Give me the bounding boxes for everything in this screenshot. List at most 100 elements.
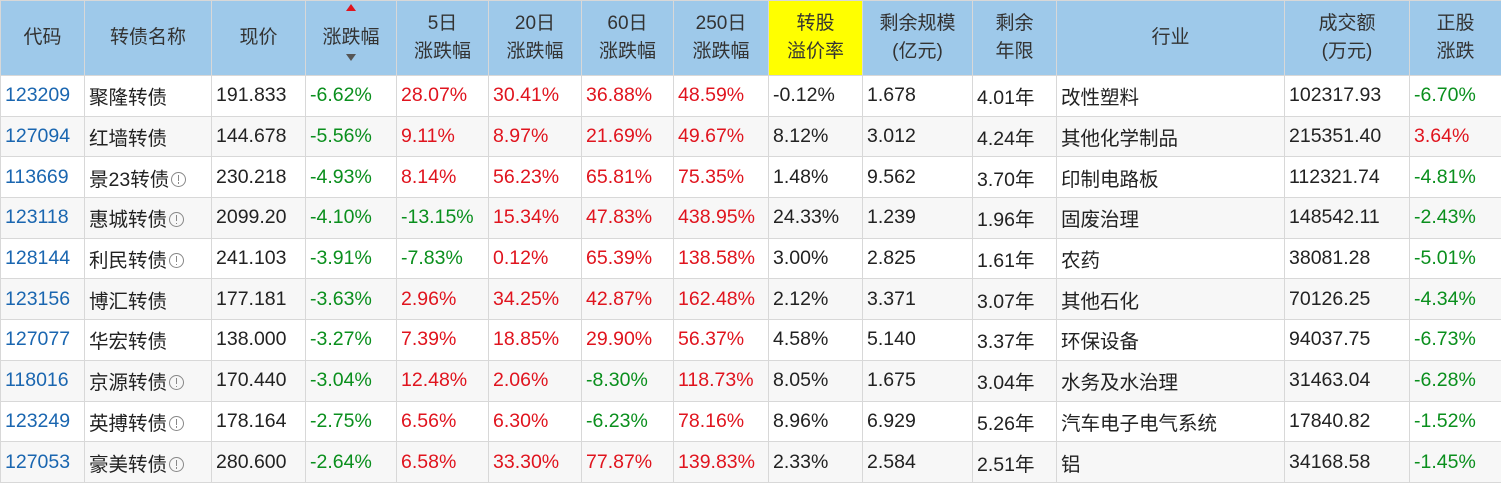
code-value: 128144 <box>5 247 71 270</box>
cell-change: -3.04% <box>305 359 397 402</box>
table-row[interactable]: 123249 英搏转债 178.164 -2.75% 6.56% 6.30% -6.23% 7… <box>0 400 1501 443</box>
header-60d[interactable]: 60日 涨跌幅 <box>581 0 674 76</box>
table-row[interactable]: 128144 利民转债 241.103 -3.91% -7.83% 0.12% 65.39%… <box>0 237 1501 280</box>
header-5d[interactable]: 5日 涨跌幅 <box>396 0 489 76</box>
cell-code[interactable]: 128144 <box>0 237 85 280</box>
cell-d250: 56.37% <box>673 319 769 361</box>
table-row[interactable]: 123209 聚隆转债 191.833 -6.62% 28.07% 30.41% 36.88… <box>0 75 1501 117</box>
scale-value: 3.012 <box>867 125 916 148</box>
header-premium[interactable]: 转股 溢价率 <box>768 0 863 76</box>
cell-name[interactable]: 聚隆转债 <box>84 75 212 117</box>
cell-d60: 29.90% <box>581 319 674 361</box>
table-row[interactable]: 127077 华宏转债 138.000 -3.27% 7.39% 18.85% 29.90%… <box>0 319 1501 361</box>
industry-value: 汽车电子电气系统 <box>1061 412 1218 435</box>
volume-value: 94037.75 <box>1289 328 1371 351</box>
header-industry[interactable]: 行业 <box>1056 0 1285 76</box>
info-circle-icon[interactable] <box>169 415 185 431</box>
cell-code[interactable]: 127077 <box>0 319 85 361</box>
cell-industry: 印制电路板 <box>1056 156 1285 199</box>
cell-d60: -8.30% <box>581 359 674 402</box>
info-circle-icon[interactable] <box>169 253 185 269</box>
cell-name[interactable]: 英搏转债 <box>84 400 212 443</box>
table-row[interactable]: 123156 博汇转债 177.181 -3.63% 2.96% 34.25% 42.87%… <box>0 278 1501 321</box>
cell-d5: 28.07% <box>396 75 489 117</box>
years-value: 3.04年 <box>977 372 1035 395</box>
cell-stock: -4.81% <box>1409 156 1501 199</box>
cell-code[interactable]: 127053 <box>0 441 85 483</box>
d60-value: 77.87% <box>586 450 653 473</box>
table-row[interactable]: 118016 京源转债 170.440 -3.04% 12.48% 2.06% -8.30%… <box>0 359 1501 402</box>
cell-d60: 36.88% <box>581 75 674 117</box>
info-circle-icon[interactable] <box>169 456 185 472</box>
cell-d250: 139.83% <box>673 441 769 483</box>
change-value: -3.04% <box>310 369 372 392</box>
cell-name[interactable]: 景23转债 <box>84 156 212 199</box>
cell-name[interactable]: 华宏转债 <box>84 319 212 361</box>
info-circle-icon[interactable] <box>169 212 185 228</box>
price-value: 241.103 <box>216 247 287 270</box>
cell-code[interactable]: 127094 <box>0 115 85 158</box>
header-years[interactable]: 剩余 年限 <box>972 0 1057 76</box>
table-header-row: 代码 转债名称 现价 涨跌幅 5日 涨跌幅 20日 涨跌幅 60日 涨跌幅 250日涨… <box>0 0 1501 76</box>
cell-name[interactable]: 博汇转债 <box>84 278 212 321</box>
cell-code[interactable]: 113669 <box>0 156 85 199</box>
info-circle-icon[interactable] <box>171 171 187 187</box>
cell-industry: 固废治理 <box>1056 197 1285 239</box>
cell-change: -4.10% <box>305 197 397 239</box>
sort-up-icon[interactable] <box>306 4 396 24</box>
cell-code[interactable]: 118016 <box>0 359 85 402</box>
d60-value: 65.81% <box>586 165 653 188</box>
table-row[interactable]: 127094 红墙转债 144.678 -5.56% 9.11% 8.97% 21.69% 4… <box>0 115 1501 158</box>
cell-name[interactable]: 惠城转债 <box>84 197 212 239</box>
industry-value: 其他石化 <box>1061 290 1140 313</box>
cell-d60: 21.69% <box>581 115 674 158</box>
years-value: 3.37年 <box>977 331 1035 354</box>
header-code[interactable]: 代码 <box>0 0 85 76</box>
table-body: 123209 聚隆转债 191.833 -6.62% 28.07% 30.41% 36.88… <box>0 75 1501 483</box>
table-row[interactable]: 127053 豪美转债 280.600 -2.64% 6.58% 33.30% 77.87%… <box>0 441 1501 483</box>
cell-name[interactable]: 豪美转债 <box>84 441 212 483</box>
price-value: 177.181 <box>216 287 287 310</box>
years-value: 5.26年 <box>977 412 1035 435</box>
cell-name[interactable]: 利民转债 <box>84 237 212 280</box>
name-value: 利民转债 <box>89 250 168 273</box>
cell-d250: 48.59% <box>673 75 769 117</box>
header-price[interactable]: 现价 <box>211 0 306 76</box>
header-scale[interactable]: 剩余规模 (亿元) <box>862 0 973 76</box>
stock-value: -6.28% <box>1414 369 1476 392</box>
header-name[interactable]: 转债名称 <box>84 0 212 76</box>
sort-down-icon[interactable] <box>306 52 396 64</box>
cell-code[interactable]: 123156 <box>0 278 85 321</box>
code-value: 123118 <box>5 206 69 229</box>
cell-change: -2.64% <box>305 441 397 483</box>
scale-value: 2.584 <box>867 450 916 473</box>
cell-d20: 8.97% <box>488 115 582 158</box>
years-value: 1.61年 <box>977 250 1035 273</box>
name-value: 博汇转债 <box>89 290 168 313</box>
d60-value: 42.87% <box>586 287 653 310</box>
cell-scale: 3.012 <box>862 115 973 158</box>
scale-value: 1.239 <box>867 206 916 229</box>
cell-stock: -1.52% <box>1409 400 1501 443</box>
cell-code[interactable]: 123249 <box>0 400 85 443</box>
scale-value: 1.675 <box>867 369 916 392</box>
cell-volume: 34168.58 <box>1284 441 1410 483</box>
header-change[interactable]: 涨跌幅 <box>305 0 397 76</box>
cell-d60: 42.87% <box>581 278 674 321</box>
cell-code[interactable]: 123118 <box>0 197 85 239</box>
header-250d[interactable]: 250日 涨跌幅 <box>673 0 769 76</box>
d5-value: 12.48% <box>401 369 468 392</box>
price-value: 2099.20 <box>216 206 287 229</box>
header-volume[interactable]: 成交额 (万元) <box>1284 0 1410 76</box>
cell-name[interactable]: 红墙转债 <box>84 115 212 158</box>
cell-d5: 6.56% <box>396 400 489 443</box>
header-stock-change[interactable]: 正股 涨跌 <box>1409 0 1501 76</box>
header-20d[interactable]: 20日 涨跌幅 <box>488 0 582 76</box>
cell-volume: 112321.74 <box>1284 156 1410 199</box>
cell-code[interactable]: 123209 <box>0 75 85 117</box>
table-row[interactable]: 113669 景23转债 230.218 -4.93% 8.14% 56.23% 65.81… <box>0 156 1501 199</box>
change-value: -3.63% <box>310 287 372 310</box>
table-row[interactable]: 123118 惠城转债 2099.20 -4.10% -13.15% 15.34% 47.8… <box>0 197 1501 239</box>
cell-name[interactable]: 京源转债 <box>84 359 212 402</box>
info-circle-icon[interactable] <box>169 375 185 391</box>
